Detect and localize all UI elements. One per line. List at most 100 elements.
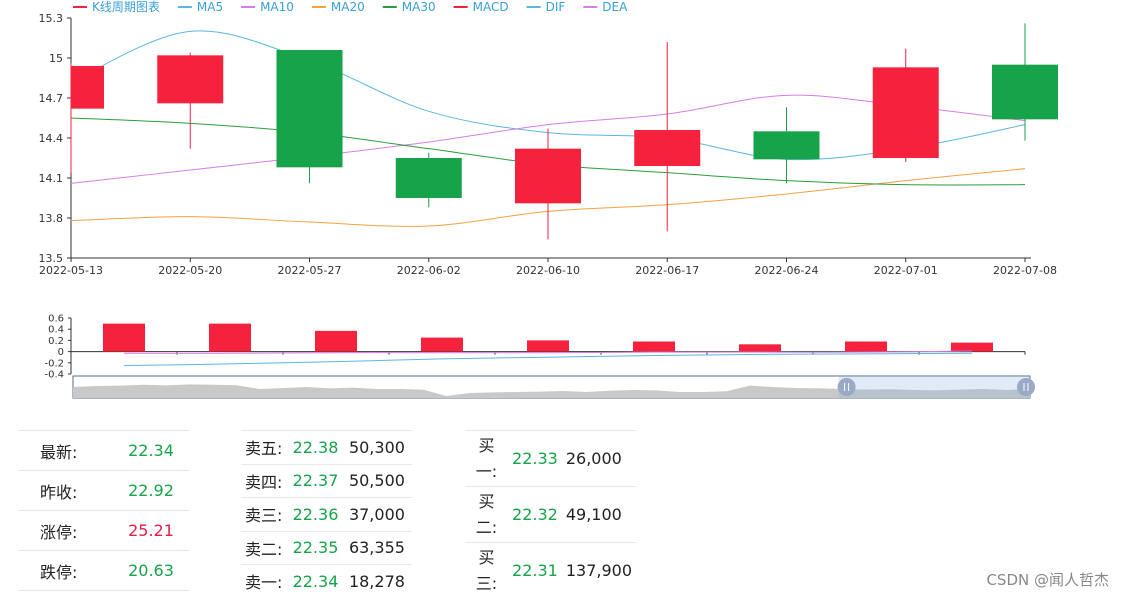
table-row: 卖三: 22.36 37,000 <box>241 497 412 532</box>
bid-volume: 26,000 <box>561 430 636 487</box>
table-row: 涨停: 25.21 <box>18 510 189 551</box>
x-tick-label: 2022-06-24 <box>755 264 819 277</box>
y-tick-label: 14.4 <box>39 132 64 145</box>
bid-label: 买二: <box>465 486 509 543</box>
stock-chart: K线周期图表 MA5 MA10 MA20 MA30 MACD DIF DEA 15.3 15 14.… <box>39 0 1058 399</box>
legend-label: DIF <box>546 0 566 14</box>
ask-label: 卖一: <box>241 564 289 598</box>
latest-value: 22.34 <box>113 430 189 471</box>
dif-line <box>123 352 973 367</box>
ask-label: 卖三: <box>241 497 289 532</box>
bid-volume: 49,100 <box>561 486 636 543</box>
prev-close-label: 昨收: <box>18 470 113 511</box>
macd-bar <box>527 340 569 352</box>
table-row: 卖五: 22.38 50,300 <box>241 430 412 465</box>
bid-label-line1: 买 <box>478 435 495 455</box>
macd-bar <box>209 323 251 352</box>
x-tick-label: 2022-06-10 <box>516 264 580 277</box>
legend-label: MACD <box>473 0 509 14</box>
bid-label: 买三: <box>465 542 509 598</box>
ask-table: 卖五: 22.38 50,300 卖四: 22.37 50,500 卖三: 22… <box>241 430 412 598</box>
y-tick-label: 13.8 <box>39 212 64 225</box>
ask-price: 22.35 <box>288 531 345 565</box>
table-row: 买二: 22.32 49,100 <box>465 486 636 543</box>
macd-bar <box>951 342 993 352</box>
macd-y-tick-label: -0.2 <box>44 358 64 369</box>
table-row: 跌停: 20.63 <box>18 550 189 591</box>
latest-label: 最新: <box>18 430 113 471</box>
dea-line <box>123 350 973 354</box>
y-tick-label: 15 <box>49 52 63 65</box>
ask-volume: 63,355 <box>344 531 412 565</box>
candle <box>276 50 343 184</box>
macd-bar <box>633 341 675 352</box>
limit-down-label: 跌停: <box>18 550 113 591</box>
y-tick-label: 14.1 <box>39 172 64 185</box>
zoom-handle-right[interactable] <box>1017 378 1035 396</box>
candle-body <box>515 148 581 204</box>
data-zoom-slider[interactable] <box>72 375 1035 399</box>
ask-price: 22.34 <box>288 564 345 598</box>
bid-price: 22.33 <box>508 430 562 487</box>
ask-volume: 37,000 <box>344 497 412 532</box>
legend-label: MA5 <box>197 0 223 14</box>
y-tick-label: 13.5 <box>39 252 64 265</box>
ask-label: 卖五: <box>241 430 289 465</box>
bid-price: 22.32 <box>508 486 562 543</box>
macd-y-tick-label: 0 <box>58 347 64 358</box>
legend-label: MA30 <box>402 0 436 14</box>
candle-body <box>992 64 1058 120</box>
x-tick-label: 2022-05-13 <box>39 264 103 277</box>
quote-summary-table: 最新: 22.34 昨收: 22.92 涨停: 25.21 跌停: 20.63 <box>18 430 189 591</box>
table-row: 昨收: 22.92 <box>18 470 189 511</box>
candle <box>157 52 224 149</box>
macd-y-tick-label: -0.4 <box>44 370 64 381</box>
watermark: CSDN @闻人哲杰 <box>986 571 1109 589</box>
limit-up-value: 25.21 <box>113 510 189 551</box>
legend-label: MA10 <box>260 0 294 14</box>
bid-label-line2: 三: <box>475 573 498 593</box>
zoom-handle-left[interactable] <box>837 378 856 396</box>
bid-volume: 137,900 <box>561 542 636 598</box>
table-row: 卖一: 22.34 18,278 <box>241 564 412 598</box>
legend-label: DEA <box>602 0 628 14</box>
bid-label-line1: 买 <box>478 547 495 567</box>
ask-volume: 50,300 <box>344 430 412 465</box>
ask-volume: 50,500 <box>344 464 412 498</box>
macd-bar <box>103 323 145 352</box>
bid-label-line2: 二: <box>475 517 498 537</box>
ask-price: 22.37 <box>288 464 345 498</box>
macd-bar <box>315 330 357 352</box>
candle-body <box>872 67 939 158</box>
macd-bar <box>845 341 887 352</box>
legend-label: MA20 <box>331 0 365 14</box>
bid-label-line1: 买 <box>478 491 495 511</box>
bid-price: 22.31 <box>508 542 562 598</box>
bid-table: 买一: 22.33 26,000 买二: 22.32 49,100 买三: 22… <box>465 430 636 598</box>
table-row: 卖二: 22.35 63,355 <box>241 531 412 565</box>
table-row: 最新: 22.34 <box>18 430 189 471</box>
candle <box>395 152 462 208</box>
table-row: 买三: 22.31 137,900 <box>465 542 636 598</box>
macd-y-tick-label: 0.2 <box>48 336 64 347</box>
x-tick-label: 2022-07-08 <box>993 264 1057 277</box>
legend-label: K线周期图表 <box>92 0 160 14</box>
candle-body <box>395 158 462 198</box>
ask-label: 卖四: <box>241 464 289 498</box>
x-tick-label: 2022-06-17 <box>635 264 699 277</box>
candle <box>70 63 104 173</box>
zoom-selected-window <box>838 376 1030 398</box>
candle <box>515 128 581 240</box>
macd-bar <box>739 344 781 352</box>
candle <box>992 23 1058 141</box>
macd-y-tick-label: 0.6 <box>48 314 64 325</box>
y-tick-label: 14.7 <box>39 92 64 105</box>
table-row: 卖四: 22.37 50,500 <box>241 464 412 498</box>
x-tick-label: 2022-06-02 <box>397 264 461 277</box>
candle <box>634 42 701 232</box>
candle-body <box>634 130 701 166</box>
ask-label: 卖二: <box>241 531 289 565</box>
macd-bar <box>421 337 463 352</box>
candle-body <box>71 66 104 109</box>
ask-price: 22.36 <box>288 497 345 532</box>
